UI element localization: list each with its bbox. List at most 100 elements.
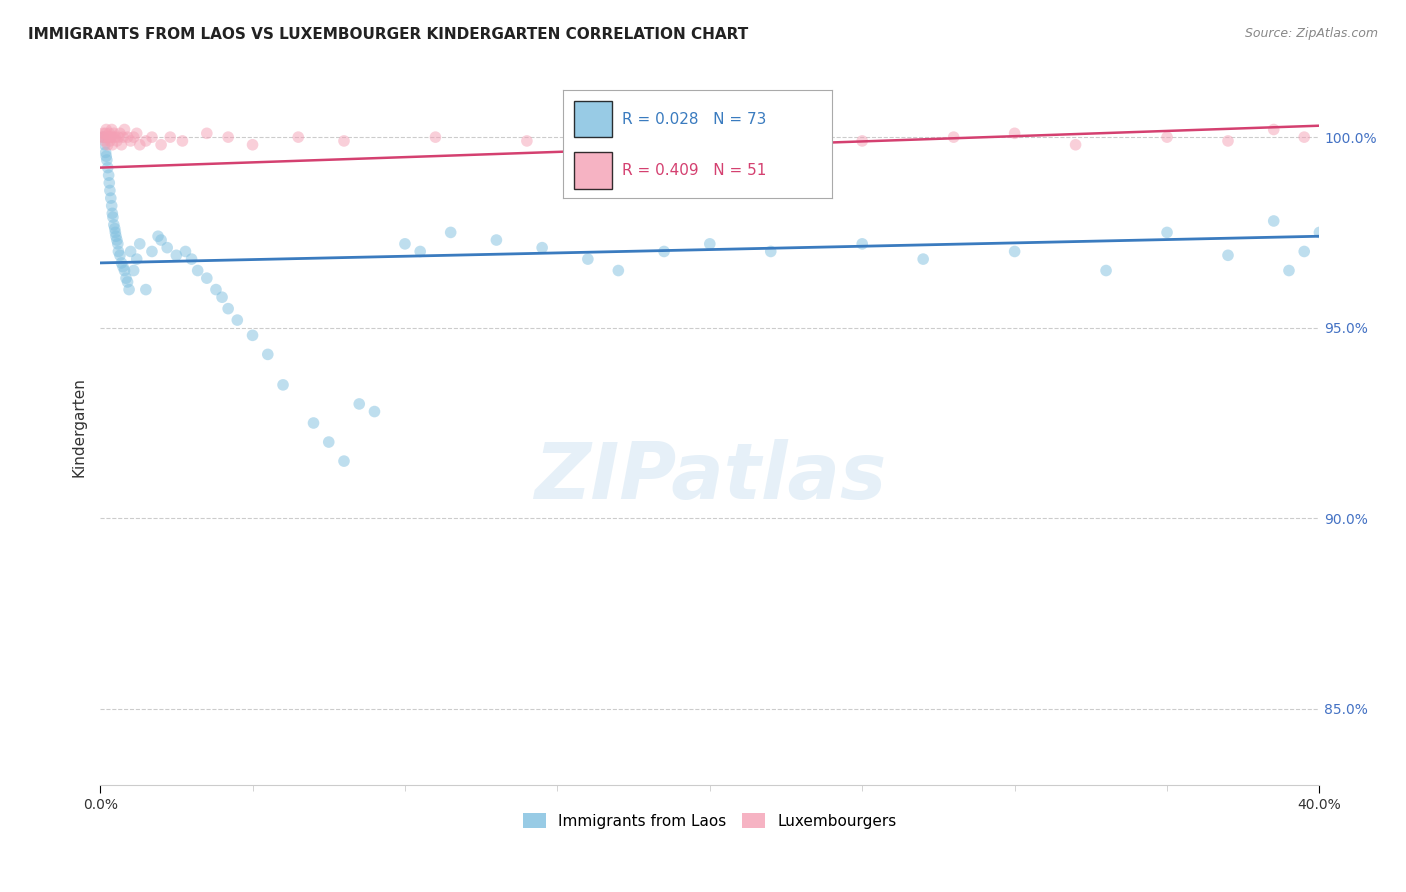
Point — [122, 130, 145, 145]
Point — [96, 122, 118, 136]
Point — [1278, 263, 1301, 277]
Point — [135, 134, 157, 148]
Point — [531, 241, 554, 255]
Point — [195, 126, 218, 140]
Point — [104, 226, 127, 240]
Point — [242, 328, 264, 343]
Point — [699, 236, 721, 251]
Point — [125, 252, 148, 266]
Legend: Immigrants from Laos, Luxembourgers: Immigrants from Laos, Luxembourgers — [517, 806, 903, 835]
Point — [851, 236, 873, 251]
Point — [107, 130, 129, 145]
Point — [363, 404, 385, 418]
Point — [114, 122, 136, 136]
Point — [98, 184, 121, 198]
Point — [1064, 137, 1087, 152]
Point — [115, 271, 138, 285]
Point — [96, 149, 118, 163]
Point — [333, 134, 356, 148]
Text: ZIPatlas: ZIPatlas — [534, 439, 886, 515]
Point — [94, 145, 117, 160]
Point — [97, 161, 120, 175]
Point — [91, 130, 114, 145]
Point — [217, 301, 239, 316]
Point — [128, 236, 150, 251]
Point — [125, 126, 148, 140]
Point — [103, 126, 125, 140]
Point — [165, 248, 187, 262]
Point — [146, 229, 169, 244]
Point — [104, 229, 127, 244]
Y-axis label: Kindergarten: Kindergarten — [72, 376, 86, 476]
Point — [576, 252, 599, 266]
Point — [1004, 244, 1026, 259]
Point — [1263, 122, 1285, 136]
Point — [242, 137, 264, 152]
Point — [1216, 248, 1239, 262]
Point — [195, 271, 218, 285]
Point — [851, 134, 873, 148]
Point — [409, 244, 432, 259]
Point — [652, 244, 675, 259]
Point — [150, 233, 173, 247]
Point — [226, 313, 249, 327]
Point — [122, 263, 145, 277]
Point — [174, 244, 197, 259]
Point — [110, 256, 132, 270]
Point — [211, 290, 233, 304]
Point — [159, 130, 181, 145]
Point — [349, 397, 371, 411]
Point — [97, 130, 120, 145]
Point — [100, 130, 122, 145]
Point — [942, 130, 965, 145]
Point — [105, 233, 128, 247]
Point — [759, 244, 782, 259]
Point — [107, 244, 129, 259]
Point — [1294, 244, 1316, 259]
Point — [699, 137, 721, 152]
Point — [287, 130, 309, 145]
Point — [108, 248, 131, 262]
Point — [98, 126, 121, 140]
Point — [256, 347, 278, 361]
Point — [1095, 263, 1118, 277]
Point — [141, 244, 163, 259]
Point — [172, 134, 194, 148]
Point — [108, 126, 131, 140]
Point — [111, 130, 134, 145]
Point — [120, 134, 142, 148]
Point — [93, 130, 115, 145]
Point — [98, 134, 121, 148]
Point — [110, 137, 132, 152]
Point — [117, 130, 139, 145]
Point — [302, 416, 325, 430]
Point — [187, 263, 209, 277]
Point — [101, 206, 124, 220]
Point — [101, 210, 124, 224]
Text: IMMIGRANTS FROM LAOS VS LUXEMBOURGER KINDERGARTEN CORRELATION CHART: IMMIGRANTS FROM LAOS VS LUXEMBOURGER KIN… — [28, 27, 748, 42]
Point — [1156, 130, 1178, 145]
Point — [180, 252, 202, 266]
Point — [97, 168, 120, 182]
Point — [333, 454, 356, 468]
Point — [96, 153, 118, 167]
Point — [128, 137, 150, 152]
Point — [318, 435, 340, 450]
Point — [394, 236, 416, 251]
Point — [120, 244, 142, 259]
Point — [117, 275, 139, 289]
Point — [607, 263, 630, 277]
Point — [101, 137, 124, 152]
Point — [912, 252, 935, 266]
Point — [94, 126, 117, 140]
Point — [118, 283, 141, 297]
Point — [1004, 126, 1026, 140]
Point — [516, 134, 538, 148]
Point — [93, 137, 115, 152]
Point — [141, 130, 163, 145]
Point — [91, 126, 114, 140]
Point — [100, 191, 122, 205]
Point — [111, 260, 134, 274]
Point — [101, 130, 124, 145]
Point — [205, 283, 228, 297]
